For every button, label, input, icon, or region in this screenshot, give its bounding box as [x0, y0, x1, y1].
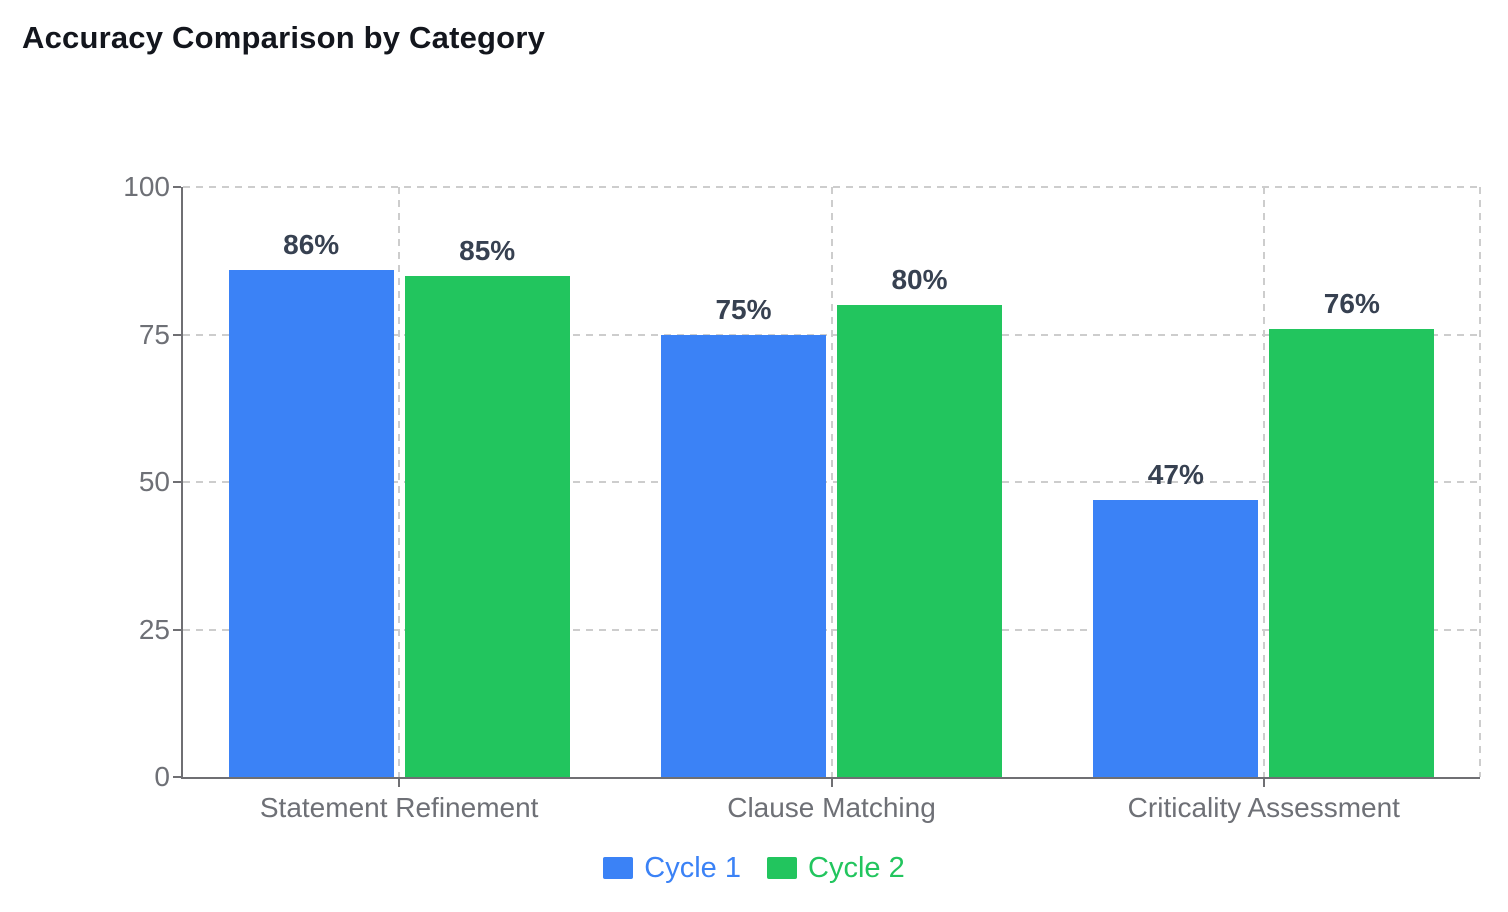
- bar-cycle-2-clause-matching[interactable]: [837, 305, 1002, 777]
- value-label-cycle-1-clause-matching: 75%: [715, 293, 772, 325]
- value-label-cycle-2-criticality-assessment: 76%: [1323, 287, 1380, 319]
- value-label-cycle-1-statement-refinement: 86%: [283, 228, 340, 260]
- legend: Cycle 1 Cycle 2: [0, 846, 1508, 890]
- value-label-cycle-2-clause-matching: 80%: [891, 264, 948, 295]
- y-axis-tick-label: 75: [138, 318, 170, 350]
- x-tick-criticality-assessment: [1262, 779, 1265, 787]
- legend-item-cycle-1[interactable]: Cycle 1: [603, 851, 741, 885]
- x-axis-label-criticality-assessment: Criticality Assessment: [1127, 792, 1400, 823]
- bar-cycle-2-criticality-assessment[interactable]: [1269, 328, 1435, 777]
- bar-cycle-2-statement-refinement[interactable]: [404, 275, 570, 777]
- y-tick-100: [173, 186, 181, 188]
- y-tick-25: [173, 628, 181, 631]
- y-axis-tick-label: 25: [138, 613, 170, 645]
- bar-cycle-1-statement-refinement[interactable]: [228, 269, 394, 777]
- legend-swatch-cycle-2: [767, 857, 797, 879]
- legend-item-cycle-2[interactable]: Cycle 2: [767, 851, 905, 885]
- y-tick-75: [173, 333, 181, 336]
- gridline-x-criticality-assessment: [1262, 187, 1265, 777]
- legend-swatch-cycle-1: [603, 857, 634, 879]
- legend-label: Cycle 2: [808, 852, 905, 884]
- y-axis-tick-label: 0: [154, 761, 170, 792]
- y-axis-tick-label: 50: [138, 466, 170, 497]
- bar-cycle-1-clause-matching[interactable]: [661, 334, 826, 777]
- gridline-x-right-edge: [1479, 187, 1481, 777]
- bar-cycle-1-criticality-assessment[interactable]: [1093, 499, 1259, 777]
- x-axis-line: [181, 777, 1480, 779]
- value-label-cycle-2-statement-refinement: 85%: [459, 234, 516, 266]
- y-tick-0: [173, 776, 181, 778]
- value-label-cycle-1-criticality-assessment: 47%: [1147, 458, 1204, 490]
- legend-label: Cycle 1: [644, 852, 741, 884]
- y-axis-line: [181, 187, 183, 779]
- x-axis-label-clause-matching: Clause Matching: [727, 792, 936, 823]
- y-axis-tick-label: 100: [123, 171, 170, 202]
- gridline-x-statement-refinement: [398, 187, 401, 777]
- chart-title: Accuracy Comparison by Category: [22, 20, 546, 55]
- x-axis-label-statement-refinement: Statement Refinement: [259, 792, 539, 823]
- x-tick-statement-refinement: [398, 779, 401, 787]
- gridline-x-clause-matching: [830, 187, 833, 777]
- y-tick-50: [173, 481, 181, 483]
- x-tick-clause-matching: [830, 779, 833, 787]
